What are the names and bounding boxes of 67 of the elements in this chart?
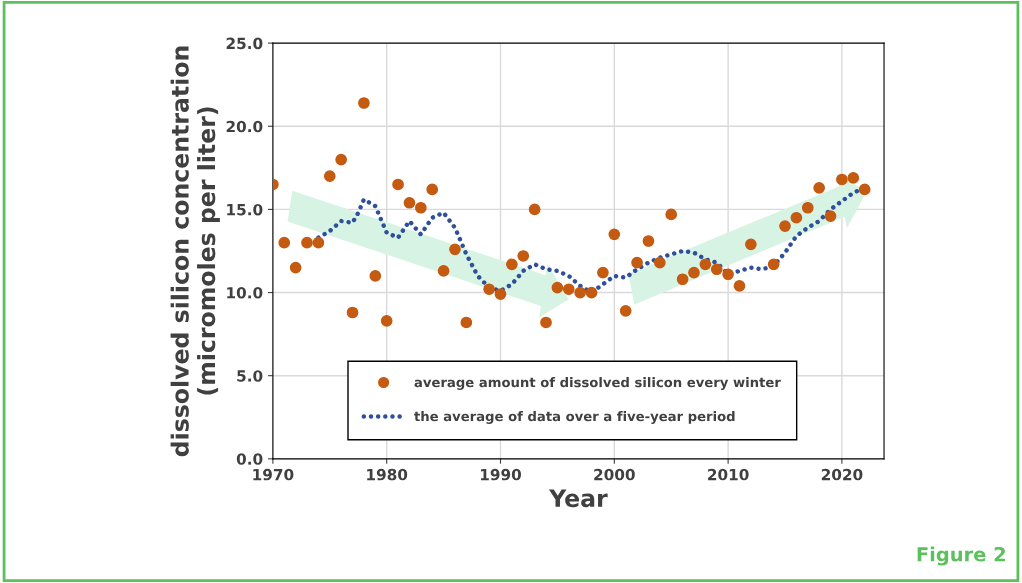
point bbox=[801, 201, 814, 214]
point bbox=[323, 170, 336, 183]
y-tick-label: 20.0 bbox=[226, 120, 263, 133]
point bbox=[414, 201, 427, 214]
point bbox=[824, 210, 837, 222]
point bbox=[631, 256, 643, 269]
point bbox=[858, 183, 871, 196]
point bbox=[597, 266, 609, 279]
point bbox=[312, 236, 325, 249]
point bbox=[517, 250, 530, 262]
point bbox=[403, 196, 416, 209]
point bbox=[392, 178, 404, 191]
point bbox=[722, 268, 734, 281]
x-tick-label: 2020 bbox=[821, 468, 863, 481]
point bbox=[562, 283, 575, 296]
x-tick-label: 2000 bbox=[594, 468, 635, 481]
point bbox=[688, 266, 700, 279]
point bbox=[301, 236, 313, 249]
point bbox=[426, 183, 439, 196]
y-axis-title: dissolved silicon concentration (micromoles per liter) bbox=[170, 46, 220, 457]
point bbox=[836, 173, 848, 186]
point bbox=[369, 270, 382, 282]
x-tick-label: 1970 bbox=[253, 468, 294, 481]
point bbox=[813, 181, 826, 194]
point bbox=[494, 288, 507, 301]
point bbox=[710, 263, 723, 276]
point bbox=[585, 286, 598, 299]
point bbox=[745, 238, 757, 251]
point bbox=[665, 208, 678, 221]
legend-label: average amount of dissolved silicon every winter bbox=[414, 377, 781, 390]
point bbox=[346, 306, 359, 319]
point bbox=[619, 304, 632, 317]
point bbox=[733, 280, 746, 292]
point bbox=[483, 283, 495, 296]
point bbox=[847, 171, 860, 184]
point bbox=[767, 258, 780, 271]
point bbox=[642, 235, 655, 247]
x-tick-label: 1990 bbox=[480, 468, 522, 481]
point bbox=[449, 243, 461, 256]
y-tick-label: 15.0 bbox=[227, 203, 263, 216]
point bbox=[608, 228, 621, 241]
point bbox=[528, 203, 541, 216]
x-axis-title: Year bbox=[548, 489, 608, 508]
point bbox=[653, 256, 666, 269]
point bbox=[437, 265, 450, 277]
y-tick-label: 5.0 bbox=[237, 370, 263, 382]
point bbox=[676, 273, 689, 286]
legend-label: the average of data over a five-year period bbox=[414, 411, 735, 424]
point bbox=[358, 97, 370, 109]
point bbox=[699, 258, 712, 271]
y-tick-label: 10.0 bbox=[227, 287, 263, 299]
y-tick-label: 0.0 bbox=[236, 453, 263, 465]
point bbox=[790, 211, 803, 224]
x-tick-label: 1980 bbox=[367, 468, 408, 481]
point bbox=[335, 153, 348, 166]
point bbox=[551, 281, 564, 294]
y-tick-label: 25.0 bbox=[226, 37, 263, 50]
point bbox=[460, 316, 473, 329]
point bbox=[278, 236, 291, 249]
point bbox=[289, 261, 302, 274]
x-tick-label: 2010 bbox=[708, 468, 749, 481]
caption: Figure 2 bbox=[917, 546, 1005, 566]
point bbox=[506, 258, 518, 271]
point bbox=[574, 286, 587, 299]
point bbox=[380, 314, 393, 327]
point bbox=[779, 220, 791, 232]
point bbox=[540, 316, 552, 329]
